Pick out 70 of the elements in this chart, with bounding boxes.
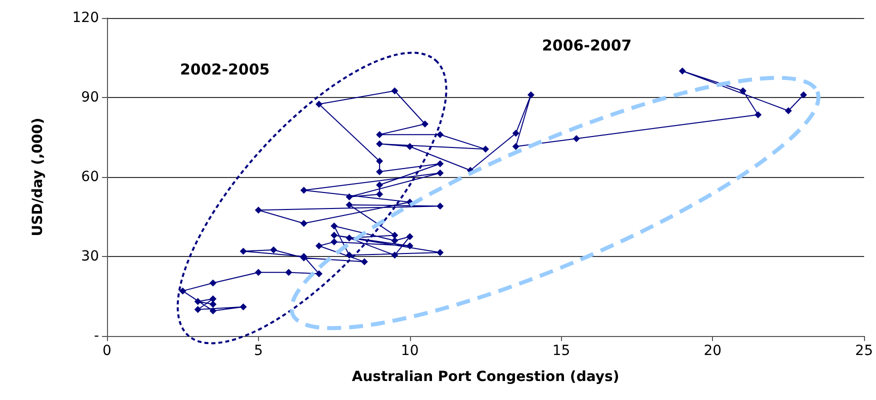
- point: [391, 252, 398, 259]
- point: [179, 287, 186, 294]
- point: [784, 107, 792, 114]
- x-tick-label: 0: [102, 343, 112, 359]
- point: [527, 91, 534, 98]
- point: [330, 222, 338, 230]
- point: [436, 202, 444, 210]
- x-tick-label: 5: [254, 343, 263, 359]
- point: [346, 201, 353, 208]
- point: [678, 68, 686, 74]
- point: [391, 232, 398, 239]
- point: [376, 140, 384, 148]
- y-tick-label: -: [94, 328, 99, 344]
- annotation: 2006-2007: [542, 36, 632, 54]
- point: [346, 252, 353, 259]
- point: [300, 220, 308, 227]
- y-axis-title: USD/day (,000): [30, 118, 46, 236]
- point: [436, 170, 444, 177]
- point: [406, 242, 414, 250]
- point: [436, 160, 444, 168]
- x-tick-label: 25: [855, 343, 874, 359]
- point: [739, 87, 746, 94]
- point: [376, 190, 384, 198]
- point: [512, 130, 520, 137]
- point: [406, 143, 414, 150]
- y-tick-label: 90: [81, 90, 99, 106]
- y-tick-label: 120: [72, 10, 99, 26]
- point: [512, 143, 520, 150]
- point: [240, 303, 247, 310]
- point: [572, 135, 580, 142]
- point: [346, 193, 353, 200]
- point: [194, 306, 202, 313]
- point: [315, 270, 322, 278]
- x-tick-label: 10: [400, 343, 419, 359]
- point: [376, 168, 384, 176]
- point: [240, 248, 247, 255]
- point: [436, 131, 444, 138]
- point: [346, 234, 353, 242]
- point: [391, 237, 398, 244]
- point: [254, 268, 262, 276]
- x-axis-title: Australian Port Congestion (days): [352, 369, 620, 385]
- point: [360, 258, 368, 266]
- x-tick-label: 20: [704, 343, 722, 359]
- point: [209, 300, 216, 308]
- point: [270, 246, 278, 254]
- point: [406, 233, 414, 240]
- annotation: 2002-2005: [180, 60, 270, 78]
- point: [330, 232, 338, 239]
- point: [300, 186, 308, 194]
- y-tick-label: 30: [81, 248, 99, 264]
- point: [421, 120, 428, 128]
- point: [285, 268, 292, 276]
- point: [330, 238, 338, 246]
- x-tick-label: 15: [552, 343, 570, 359]
- point: [391, 87, 398, 94]
- point: [436, 249, 444, 256]
- point: [482, 146, 490, 153]
- point: [376, 181, 384, 188]
- point: [315, 100, 322, 108]
- point: [376, 158, 384, 165]
- point: [754, 111, 762, 118]
- point: [315, 242, 322, 250]
- point: [209, 280, 216, 286]
- point: [376, 131, 384, 138]
- point: [800, 91, 808, 98]
- point: [209, 295, 216, 302]
- point: [194, 298, 202, 306]
- point: [209, 307, 216, 314]
- y-tick-label: 60: [81, 169, 99, 185]
- point: [254, 206, 262, 214]
